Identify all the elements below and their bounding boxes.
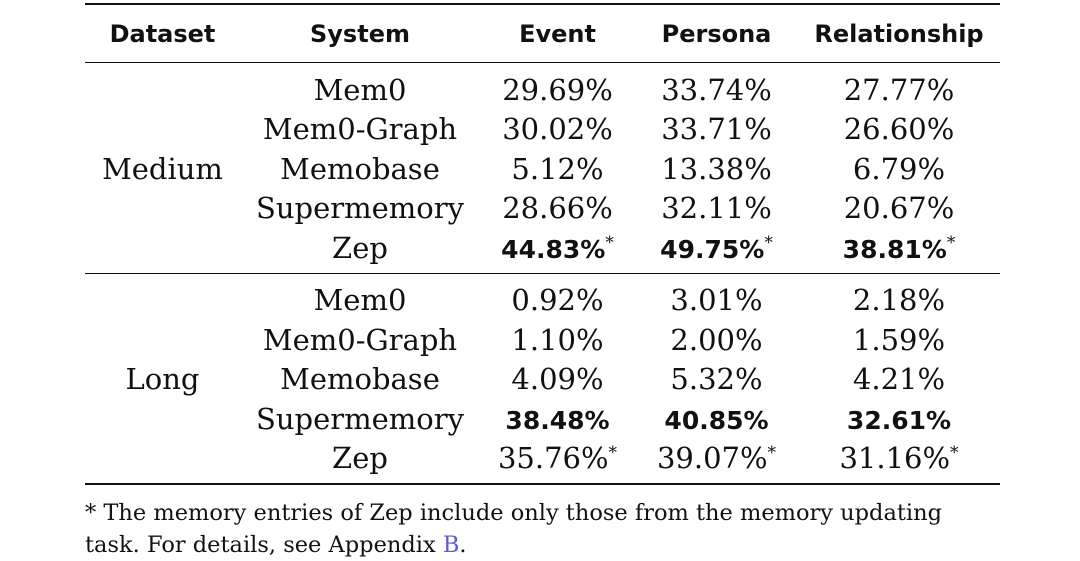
significance-star: *: [764, 232, 773, 253]
event-cell: 29.69%: [502, 72, 613, 107]
table-row: Mem0 29.69% 33.74% 27.77%: [240, 70, 1000, 110]
footnote-end: .: [459, 532, 467, 558]
system-cell: Memobase: [280, 362, 440, 397]
persona-cell-best: 49.75%*: [635, 231, 798, 265]
relationship-cell: 4.21%: [852, 362, 946, 397]
event-cell: 1.10%: [511, 322, 604, 357]
value: 35.76%: [497, 441, 609, 476]
table-footnote: * The memory entries of Zep include only…: [85, 497, 1000, 561]
system-cell: Supermemory: [256, 191, 464, 226]
significance-star: *: [950, 443, 959, 464]
event-cell: 4.09%: [511, 362, 604, 397]
header-relationship: Relationship: [814, 19, 984, 48]
system-cell: Supermemory: [256, 401, 464, 436]
group-medium: Medium Mem0 29.69% 33.74% 27.77% Mem0-Gr…: [85, 63, 1000, 273]
event-cell: 30.02%: [502, 112, 613, 147]
top-rule: [85, 3, 1000, 5]
header-rule: [85, 62, 1000, 63]
header-dataset: Dataset: [109, 19, 216, 48]
bottom-rule: [85, 483, 1000, 485]
significance-star: *: [605, 232, 614, 253]
persona-cell: 33.71%: [661, 112, 772, 147]
system-cell: Mem0-Graph: [262, 322, 458, 357]
persona-cell: 33.74%: [661, 72, 772, 107]
bold-value: 40.85%: [664, 405, 769, 435]
bold-value: 38.81%: [842, 234, 947, 264]
event-cell: 28.66%: [502, 191, 613, 226]
significance-star: *: [767, 443, 777, 464]
header-event: Event: [519, 19, 596, 48]
group-rule: [85, 272, 1000, 274]
persona-cell: 32.11%: [661, 191, 772, 226]
relationship-cell-best: 32.61%: [798, 402, 1000, 436]
relationship-cell: 31.16%*: [798, 441, 1000, 475]
value: 31.16%: [839, 441, 951, 476]
system-cell: Zep: [332, 441, 388, 476]
table-row: Mem0-Graph 1.10% 2.00% 1.59%: [240, 320, 1000, 360]
bold-value: 38.48%: [505, 405, 610, 435]
event-cell: 5.12%: [511, 151, 604, 186]
bold-value: 32.61%: [846, 405, 952, 435]
header-row: Dataset System Event Persona Relationshi…: [85, 5, 1000, 62]
relationship-cell: 26.60%: [843, 112, 955, 147]
persona-cell: 13.38%: [661, 151, 772, 186]
system-cell: Mem0: [313, 283, 407, 318]
table-row: Memobase 5.12% 13.38% 6.79%: [240, 149, 1000, 189]
table-row: Zep 44.83%* 49.75%* 38.81%*: [240, 228, 1000, 268]
system-cell: Mem0: [313, 72, 407, 107]
footnote-text: * The memory entries of Zep include only…: [85, 500, 943, 558]
bold-value: 49.75%: [660, 234, 765, 264]
table-row: Supermemory 38.48% 40.85% 32.61%: [240, 399, 1000, 439]
group-label: Long: [125, 362, 200, 397]
group-rows: Mem0 29.69% 33.74% 27.77% Mem0-Graph 30.…: [240, 70, 1000, 268]
event-cell-best: 44.83%*: [480, 231, 635, 265]
event-cell: 35.76%*: [480, 441, 635, 475]
header-system: System: [310, 19, 410, 48]
value: 39.07%: [656, 441, 768, 476]
significance-star: *: [608, 443, 618, 464]
relationship-cell: 27.77%: [843, 72, 955, 107]
table-row: Mem0 0.92% 3.01% 2.18%: [240, 281, 1000, 321]
persona-cell: 3.01%: [670, 283, 763, 318]
group-rows: Mem0 0.92% 3.01% 2.18% Mem0-Graph 1.10% …: [240, 281, 1000, 479]
appendix-link[interactable]: B: [442, 532, 460, 558]
relationship-cell-best: 38.81%*: [798, 231, 1000, 265]
system-cell: Memobase: [280, 151, 440, 186]
significance-star: *: [946, 232, 956, 253]
group-long: Long Mem0 0.92% 3.01% 2.18% Mem0-Graph 1…: [85, 274, 1000, 484]
group-label: Medium: [102, 151, 223, 186]
header-persona: Persona: [661, 19, 772, 48]
relationship-cell: 6.79%: [852, 151, 946, 186]
event-cell: 0.92%: [511, 283, 604, 318]
persona-cell: 5.32%: [670, 362, 763, 397]
table-row: Memobase 4.09% 5.32% 4.21%: [240, 360, 1000, 400]
event-cell-best: 38.48%: [480, 402, 635, 436]
persona-cell-best: 40.85%: [635, 402, 798, 436]
relationship-cell: 20.67%: [843, 191, 955, 226]
table-row: Mem0-Graph 30.02% 33.71% 26.60%: [240, 110, 1000, 150]
relationship-cell: 2.18%: [852, 283, 946, 318]
bold-value: 44.83%: [501, 234, 606, 264]
system-cell: Mem0-Graph: [262, 112, 458, 147]
system-cell: Zep: [332, 230, 388, 265]
table-row: Zep 35.76%* 39.07%* 31.16%*: [240, 439, 1000, 479]
results-table: Dataset System Event Persona Relationshi…: [85, 3, 1000, 485]
relationship-cell: 1.59%: [852, 322, 946, 357]
persona-cell: 2.00%: [670, 322, 763, 357]
table-row: Supermemory 28.66% 32.11% 20.67%: [240, 189, 1000, 229]
persona-cell: 39.07%*: [635, 441, 798, 475]
